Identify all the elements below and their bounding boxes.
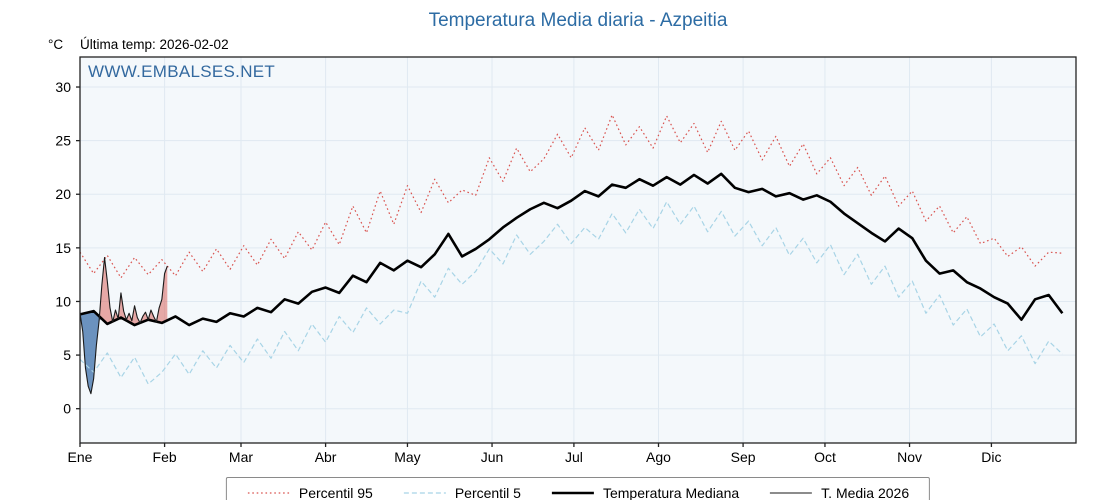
plot-background xyxy=(80,57,1076,443)
legend-line-sample xyxy=(551,491,594,495)
x-tick-label: Mar xyxy=(229,449,253,465)
legend-line-sample xyxy=(770,492,813,494)
legend-item-p95: Percentil 95 xyxy=(247,485,373,500)
x-tick-label: Ago xyxy=(646,449,671,465)
series-mediana xyxy=(79,172,1064,327)
x-tick-label: Feb xyxy=(153,449,177,465)
series-media2026 xyxy=(79,256,168,395)
x-tick-label: Jul xyxy=(565,449,583,465)
legend-item-media2026: T. Media 2026 xyxy=(769,485,909,500)
y-tick-label: 5 xyxy=(63,347,71,363)
x-tick-label: May xyxy=(394,449,420,465)
y-tick-label: 30 xyxy=(55,79,71,95)
y-unit-label: °C xyxy=(48,37,64,52)
y-tick-label: 25 xyxy=(55,133,71,149)
fill-below-median xyxy=(80,311,168,394)
x-tick-label: Dic xyxy=(981,449,1001,465)
legend-item-mediana: Temperatura Mediana xyxy=(551,485,739,500)
legend-label: Temperatura Mediana xyxy=(602,485,740,500)
plot-frame xyxy=(79,56,1077,444)
x-tick-label: Nov xyxy=(897,449,922,465)
legend-line-sample xyxy=(403,492,446,494)
legend-label: T. Media 2026 xyxy=(821,485,910,500)
legend-label: Percentil 95 xyxy=(298,485,373,500)
chart-title: Temperatura Media diaria - Azpeitia xyxy=(428,10,728,31)
series-p95 xyxy=(79,114,1063,279)
y-tick-label: 15 xyxy=(55,240,71,256)
fill-above-median xyxy=(80,257,168,326)
x-tick-label: Ene xyxy=(68,449,93,465)
x-tick-label: Jun xyxy=(481,449,504,465)
legend-item-p5: Percentil 5 xyxy=(403,485,521,500)
legend-line-sample xyxy=(247,492,290,494)
x-tick-label: Abr xyxy=(315,449,337,465)
y-tick-label: 20 xyxy=(55,186,71,202)
y-tick-label: 0 xyxy=(63,401,71,417)
series-p5 xyxy=(79,201,1063,385)
watermark: WWW.EMBALSES.NET xyxy=(88,62,276,81)
y-tick-label: 10 xyxy=(55,293,71,309)
legend-label: Percentil 5 xyxy=(454,485,521,500)
x-tick-label: Oct xyxy=(814,449,836,465)
legend: Percentil 95 Percentil 5 Temperatura Media… xyxy=(225,477,931,500)
x-tick-label: Sep xyxy=(731,449,756,465)
last-temp-label: Última temp: 2026-02-02 xyxy=(80,37,229,52)
